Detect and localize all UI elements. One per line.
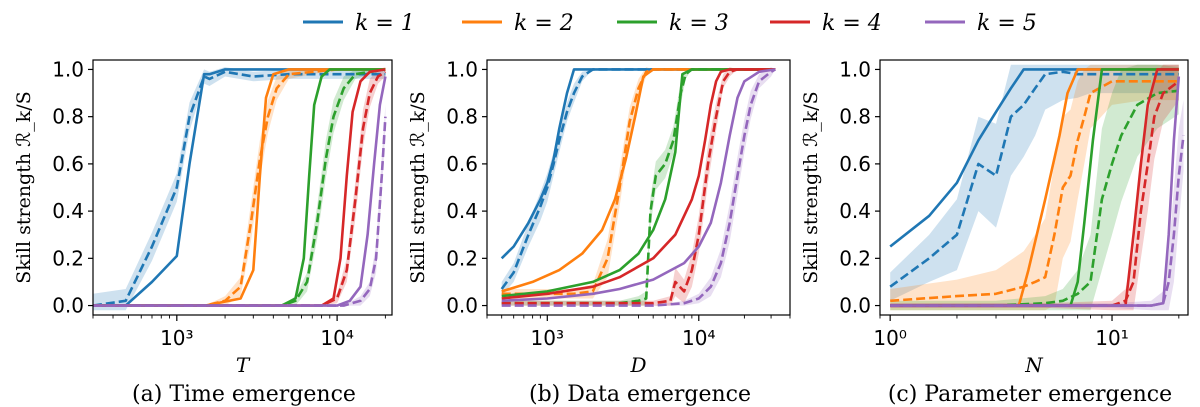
y-axis-label: Skill strength ℛ_k/S <box>800 91 822 283</box>
panel-caption: (b) Data emergence <box>529 382 751 407</box>
y-tick-label: 0.8 <box>52 105 84 129</box>
x-tick-label: 10³ <box>531 326 564 350</box>
y-tick-label: 1.0 <box>446 57 478 81</box>
panel-1: 0.0 0.2 0.4 0.6 0.8 1.0 10³ 10⁴ T Skill strength … <box>13 57 393 407</box>
line-k2-dashed-1 <box>501 68 776 296</box>
line-k5-solid-0 <box>93 76 387 307</box>
y-tick-label: 0.4 <box>446 199 478 223</box>
line-k2-dashed-2 <box>890 80 1179 303</box>
y-axis-label: Skill strength ℛ_k/S <box>13 91 35 283</box>
y-tick-label: 0.0 <box>52 294 84 318</box>
x-axis-label: T <box>236 353 251 377</box>
y-tick-label: 0.8 <box>839 105 871 129</box>
line-k5-dashed-2 <box>890 135 1185 307</box>
panel-3: 0.0 0.2 0.4 0.6 0.8 1.0 10⁰ 10¹ N Skill strength … <box>800 57 1189 407</box>
plot-area <box>500 67 776 307</box>
y-tick-label: 1.0 <box>52 57 84 81</box>
panel-2: 0.0 0.2 0.4 0.6 0.8 1.0 10³ 10⁴ D Skill strength … <box>407 57 791 407</box>
legend-label-k4: k = 4 <box>822 11 882 36</box>
y-tick-label: 0.8 <box>446 105 478 129</box>
plot-area <box>889 64 1185 311</box>
band-k1-2-1 <box>890 64 1179 301</box>
line-k5-solid-1 <box>501 68 776 303</box>
line-k5-dashed-0 <box>93 116 387 307</box>
plot-area <box>93 67 387 311</box>
y-tick-label: 0.6 <box>446 152 478 176</box>
line-k4-dashed-0 <box>93 70 387 307</box>
line-k3-solid-1 <box>501 68 776 298</box>
legend-label-k1: k = 1 <box>355 11 415 36</box>
axes-frame <box>92 59 393 316</box>
panel-caption: (a) Time emergence <box>132 382 356 407</box>
line-k4-solid-0 <box>93 68 386 307</box>
line-k5-dashed-1 <box>501 68 776 307</box>
y-tick-label: 0.2 <box>839 246 871 270</box>
panels: 0.0 0.2 0.4 0.6 0.8 1.0 10³ 10⁴ T Skill strength … <box>13 57 1189 407</box>
y-tick-label: 0.0 <box>839 294 871 318</box>
x-tick-label: 10⁰ <box>873 326 906 350</box>
line-k4-dashed-1 <box>501 68 776 305</box>
x-tick-label: 10³ <box>160 326 193 350</box>
line-k3-dashed-0 <box>93 68 386 307</box>
legend-label-k2: k = 2 <box>514 11 574 36</box>
axes-frame <box>879 59 1189 316</box>
x-tick-label: 10⁴ <box>682 326 715 350</box>
legend-label-k5: k = 5 <box>977 11 1037 36</box>
legend: k = 1 k = 2 k = 3 k = 4 k = 5 <box>303 11 1037 36</box>
line-k3-dashed-2 <box>890 89 1179 307</box>
line-k1-dashed-2 <box>889 70 1179 288</box>
y-tick-label: 0.0 <box>446 294 478 318</box>
y-tick-label: 0.4 <box>839 199 871 223</box>
y-tick-label: 0.6 <box>52 152 84 176</box>
y-tick-label: 0.4 <box>52 199 84 223</box>
y-axis-label: Skill strength ℛ_k/S <box>407 91 429 283</box>
y-tick-label: 0.6 <box>839 152 871 176</box>
line-k2-dashed-0 <box>93 68 386 307</box>
panel-caption: (c) Parameter emergence <box>888 382 1172 407</box>
line-k4-solid-1 <box>501 68 776 300</box>
x-tick-label: 10⁴ <box>320 326 353 350</box>
y-tick-label: 0.2 <box>446 246 478 270</box>
legend-label-k3: k = 3 <box>669 11 729 36</box>
x-axis-label: N <box>1024 353 1044 377</box>
x-tick-label: 10¹ <box>1095 326 1128 350</box>
line-k1-dashed-1 <box>500 68 776 290</box>
y-tick-label: 0.2 <box>52 246 84 270</box>
band-k3-2-5 <box>890 64 1179 311</box>
band-k2-2-3 <box>890 64 1179 311</box>
y-tick-label: 1.0 <box>839 57 871 81</box>
x-axis-label: D <box>629 353 646 377</box>
